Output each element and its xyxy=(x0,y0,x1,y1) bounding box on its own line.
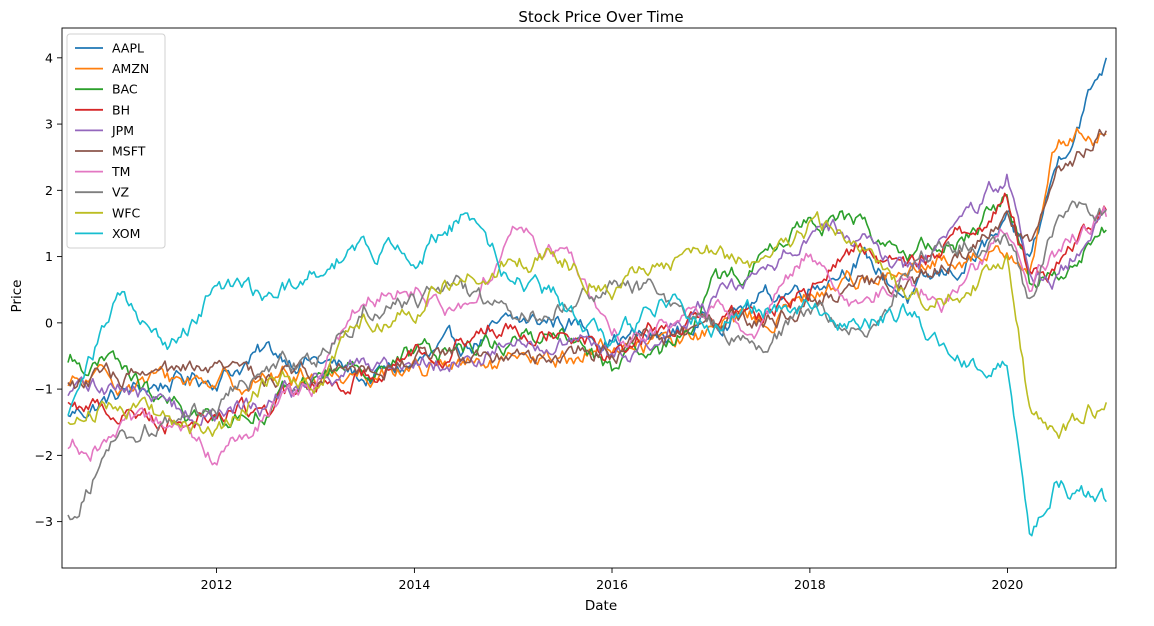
x-tick-label: 2018 xyxy=(794,577,826,592)
series-line-xom xyxy=(67,212,1107,537)
y-tick-label: −3 xyxy=(35,514,53,529)
legend-label-vz: VZ xyxy=(112,185,129,200)
legend-label-wfc: WFC xyxy=(112,205,141,220)
series-line-msft xyxy=(67,128,1108,390)
x-tick-label: 2012 xyxy=(201,577,233,592)
legend-label-bac: BAC xyxy=(112,82,138,97)
x-tick-label: 2020 xyxy=(992,577,1024,592)
legend: AAPL AMZN BAC BH JPM MSFT TM VZ WFC XOM xyxy=(66,33,166,249)
legend-label-xom: XOM xyxy=(112,226,140,241)
plot-frame xyxy=(61,27,1117,569)
y-tick-label: 1 xyxy=(45,249,53,264)
series-line-tm xyxy=(67,206,1108,466)
legend-label-aapl: AAPL xyxy=(112,41,144,56)
chart-title: Stock Price Over Time xyxy=(518,8,683,26)
legend-label-jpm: JPM xyxy=(111,123,134,138)
y-axis-ticks: −3 −2 −1 0 1 2 3 4 xyxy=(35,50,62,529)
x-tick-label: 2014 xyxy=(399,577,431,592)
legend-label-bh: BH xyxy=(112,102,130,117)
y-tick-label: 0 xyxy=(45,315,53,330)
y-tick-label: −1 xyxy=(35,382,53,397)
series-line-aapl xyxy=(67,57,1108,419)
series-line-amzn xyxy=(67,127,1107,396)
legend-box xyxy=(66,33,166,249)
legend-label-tm: TM xyxy=(111,164,130,179)
series-line-vz xyxy=(67,200,1107,521)
legend-label-msft: MSFT xyxy=(112,144,146,159)
series-line-jpm xyxy=(67,173,1107,427)
series-lines xyxy=(67,57,1108,537)
series-line-wfc xyxy=(67,211,1108,440)
legend-label-amzn: AMZN xyxy=(112,61,149,76)
y-tick-label: −2 xyxy=(35,448,53,463)
x-axis-ticks: 2012 2014 2016 2018 2020 xyxy=(201,568,1024,592)
y-tick-label: 2 xyxy=(45,183,53,198)
y-tick-label: 3 xyxy=(45,117,53,132)
x-tick-label: 2016 xyxy=(596,577,628,592)
y-axis-label: Price xyxy=(9,280,25,313)
x-axis-label: Date xyxy=(585,598,617,614)
y-tick-label: 4 xyxy=(45,50,53,65)
